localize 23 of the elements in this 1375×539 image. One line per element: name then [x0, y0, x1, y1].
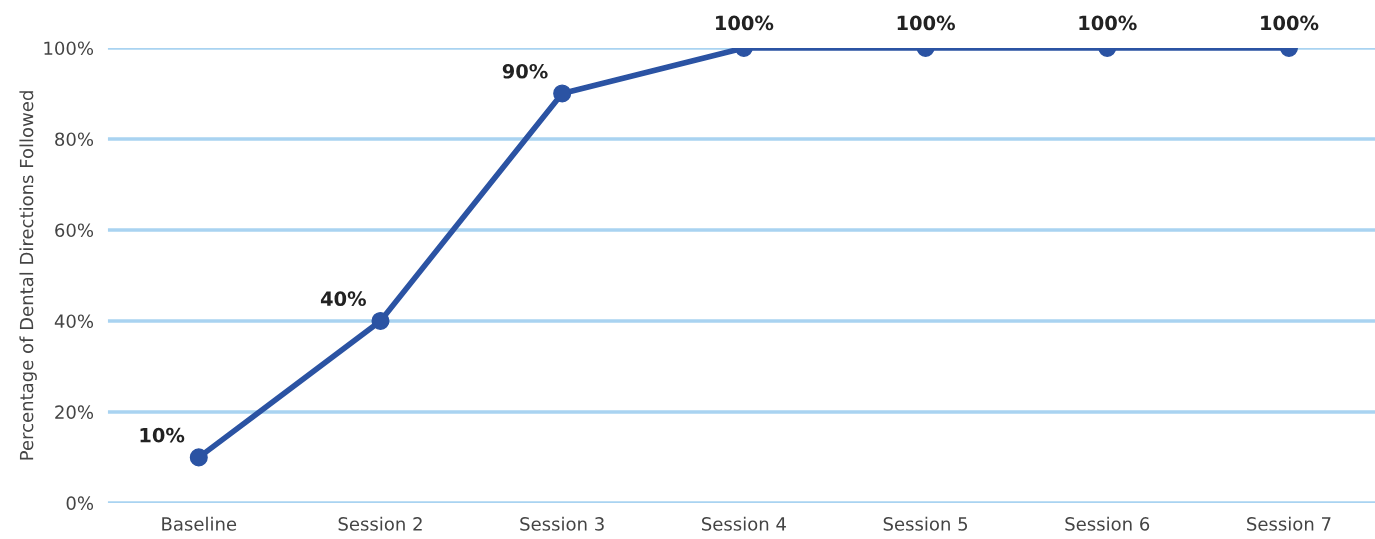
data-label: 100% — [897, 15, 955, 31]
x-tick-label: Session 4 — [702, 516, 786, 531]
data-label: 100% — [1079, 15, 1137, 31]
x-tick-label: Baseline — [162, 516, 237, 531]
data-label: 40% — [320, 291, 366, 307]
y-tick-label: 20% — [55, 405, 94, 420]
y-tick-label: 0% — [66, 496, 94, 510]
data-label: 90% — [502, 63, 548, 79]
y-tick-label: 100% — [44, 41, 94, 56]
x-tick-label: Session 3 — [520, 516, 604, 531]
y-tick-label: 60% — [55, 223, 94, 238]
x-tick-label: Session 7 — [1247, 516, 1331, 531]
data-label: 10% — [140, 427, 185, 443]
y-axis-title: Percentage of Dental Directions Followed — [19, 91, 37, 460]
point — [371, 311, 390, 330]
x-tick-label: Session 6 — [1065, 516, 1150, 531]
data-label: 100% — [1261, 15, 1319, 31]
x-tick-label: Session 5 — [883, 516, 968, 531]
y-tick-label: 80% — [55, 132, 94, 147]
point — [189, 448, 208, 467]
y-tick-label: 40% — [54, 314, 94, 329]
data-label: 100% — [716, 15, 774, 31]
x-tick-label: Session 2 — [338, 516, 422, 531]
